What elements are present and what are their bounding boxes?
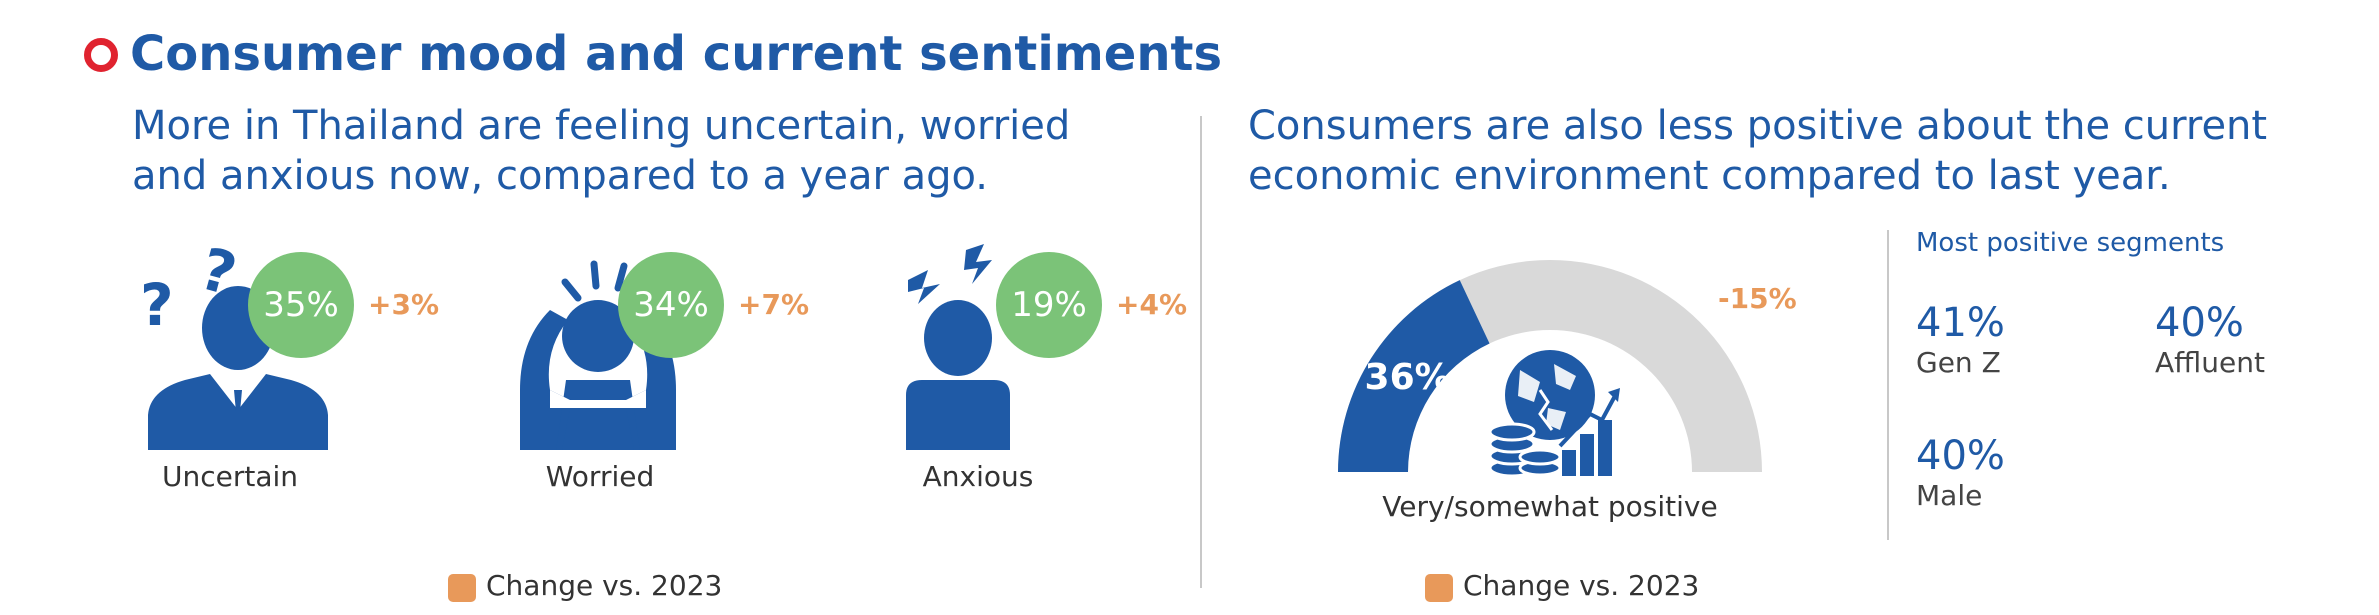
- worried-percent: 34%: [618, 252, 724, 358]
- gauge-change-label: -15%: [1718, 282, 1797, 315]
- segments-divider: [1887, 230, 1889, 540]
- sentiment-uncertain: ? ? 35% +3% Uncertain: [130, 234, 490, 500]
- sentiment-gauge-chart: 36% -15%: [1338, 260, 1797, 478]
- legend-swatch-left: [448, 574, 476, 602]
- anxious-person-icon: [906, 244, 1010, 450]
- anxious-label: Anxious: [922, 460, 1034, 493]
- stressed-person-icon: [520, 260, 676, 450]
- left-subtitle-line2: and anxious now, compared to a year ago.: [132, 153, 989, 199]
- uncertain-label: Uncertain: [161, 460, 299, 493]
- right-subtitle-line2: economic environment compared to last ye…: [1248, 153, 2171, 199]
- left-subtitle-line1: More in Thailand are feeling uncertain, …: [132, 103, 1071, 149]
- segment-value: 40%: [2155, 300, 2244, 346]
- segment-name: Male: [1916, 479, 1983, 512]
- anxious-change: +4%: [1116, 288, 1187, 321]
- uncertain-percent: 35%: [248, 252, 354, 358]
- sentiment-anxious: 19% +4% Anxious: [878, 240, 1238, 500]
- legend-text-left: Change vs. 2023: [486, 569, 723, 602]
- segment-name: Affluent: [2155, 346, 2265, 379]
- sentiment-worried: 34% +7% Worried: [500, 240, 860, 500]
- worried-label: Worried: [545, 460, 655, 493]
- segment-value: 40%: [1916, 433, 2005, 479]
- panel-divider: [1200, 116, 1202, 588]
- uncertain-change: +3%: [368, 288, 439, 321]
- segment-value: 41%: [1916, 300, 2005, 346]
- confused-person-icon: ? ?: [140, 234, 328, 450]
- gauge-value-label: 36%: [1365, 357, 1451, 398]
- legend-text-right: Change vs. 2023: [1463, 569, 1700, 602]
- page-title: Consumer mood and current sentiments: [130, 26, 1223, 82]
- segment-item: 40% Male: [1916, 433, 2005, 512]
- anxious-percent: 19%: [996, 252, 1102, 358]
- segment-name: Gen Z: [1916, 346, 2001, 379]
- gauge-caption: Very/somewhat positive: [1382, 490, 1718, 523]
- economy-globe-coins-icon: [1488, 350, 1620, 478]
- worried-change: +7%: [738, 288, 809, 321]
- svg-text:?: ?: [140, 271, 174, 339]
- title-bullet-icon: [84, 38, 118, 72]
- legend-swatch-right: [1425, 574, 1453, 602]
- segments-title: Most positive segments: [1916, 228, 2225, 258]
- segment-item: 40% Affluent: [2155, 300, 2265, 379]
- segment-item: 41% Gen Z: [1916, 300, 2005, 379]
- gauge-value-arc: [1338, 280, 1490, 472]
- right-subtitle-line1: Consumers are also less positive about t…: [1248, 103, 2268, 149]
